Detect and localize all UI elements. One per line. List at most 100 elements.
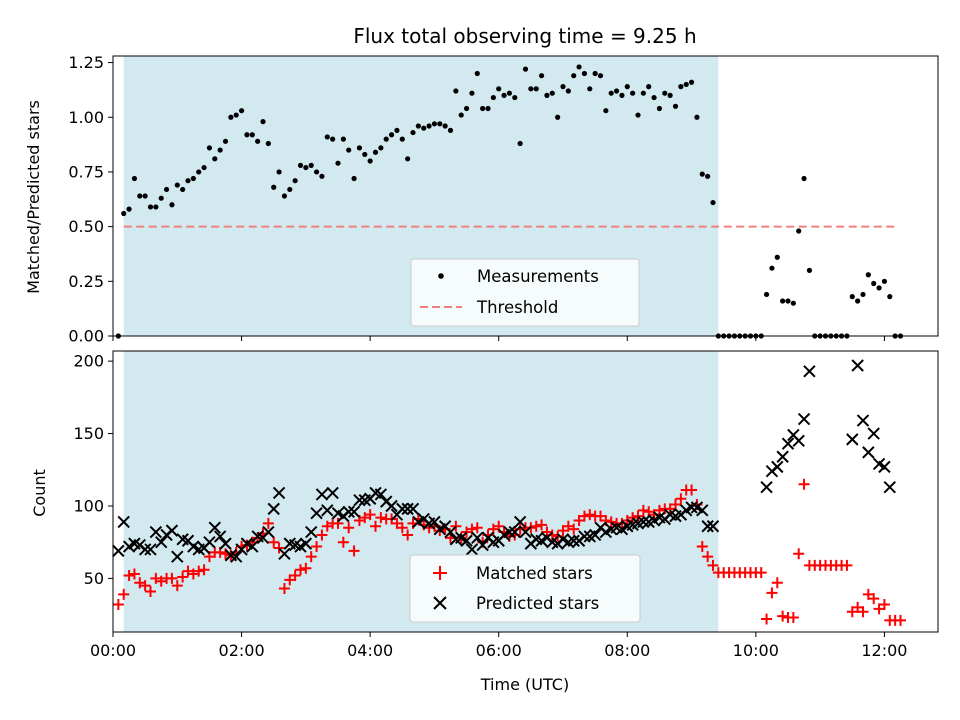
data-point bbox=[471, 522, 483, 534]
y-tick-label: 50 bbox=[84, 569, 104, 588]
data-point bbox=[402, 529, 414, 541]
data-point bbox=[139, 580, 151, 592]
data-point bbox=[289, 570, 301, 582]
data-point bbox=[117, 515, 130, 529]
data-point bbox=[401, 502, 414, 516]
y-tick-label: 100 bbox=[73, 496, 104, 515]
data-point bbox=[846, 433, 859, 446]
data-point bbox=[332, 517, 344, 529]
data-point bbox=[560, 84, 566, 90]
data-point bbox=[410, 129, 416, 136]
data-point bbox=[503, 525, 516, 539]
data-point bbox=[878, 598, 890, 610]
data-point bbox=[383, 136, 389, 142]
data-point bbox=[330, 136, 336, 142]
data-point bbox=[147, 204, 154, 210]
data-point bbox=[177, 571, 189, 583]
data-point bbox=[428, 515, 441, 529]
data-point bbox=[771, 460, 784, 474]
data-point bbox=[299, 537, 313, 550]
data-point bbox=[702, 551, 714, 563]
data-point bbox=[578, 510, 590, 522]
data-point bbox=[696, 541, 708, 553]
data-point bbox=[883, 480, 896, 494]
data-point bbox=[578, 530, 591, 543]
data-point bbox=[597, 73, 604, 79]
data-point bbox=[710, 199, 716, 206]
data-point bbox=[688, 79, 695, 85]
data-point bbox=[342, 505, 355, 518]
data-point bbox=[292, 178, 298, 184]
data-point bbox=[536, 519, 548, 531]
data-point bbox=[667, 92, 673, 98]
data-point bbox=[271, 184, 277, 190]
data-point bbox=[155, 535, 168, 549]
data-point bbox=[798, 478, 810, 490]
data-point bbox=[706, 520, 720, 533]
y-axis-label-ratio: Matched/Predicted stars bbox=[24, 100, 43, 294]
data-point bbox=[519, 525, 532, 539]
data-point bbox=[163, 186, 170, 193]
y-tick-label: 0.75 bbox=[68, 162, 104, 181]
y-tick-label: 0.00 bbox=[68, 327, 104, 346]
x-tick-label: 04:00 bbox=[347, 641, 393, 660]
legend-label-matched: Matched stars bbox=[476, 564, 593, 583]
series-predicted-stars bbox=[112, 359, 896, 563]
data-point bbox=[196, 169, 202, 175]
data-point bbox=[348, 545, 360, 557]
data-point bbox=[613, 88, 620, 94]
ratio-chart: Flux total observing time = 9.25 h 0.00 0… bbox=[24, 24, 939, 346]
data-point bbox=[142, 193, 148, 199]
data-point bbox=[180, 186, 186, 193]
x-tick-label: 10:00 bbox=[733, 641, 779, 660]
ratio-legend: Measurements Threshold bbox=[410, 258, 640, 327]
data-point bbox=[608, 90, 614, 96]
data-point bbox=[123, 570, 135, 582]
data-point bbox=[624, 84, 630, 90]
data-point bbox=[856, 414, 870, 427]
data-point bbox=[356, 145, 363, 151]
data-point bbox=[276, 169, 282, 175]
data-point bbox=[656, 105, 663, 112]
data-point bbox=[588, 528, 602, 542]
data-point bbox=[555, 114, 561, 120]
data-point bbox=[190, 175, 196, 182]
data-point bbox=[267, 502, 280, 516]
data-point bbox=[431, 121, 438, 127]
data-point bbox=[771, 577, 783, 589]
data-point bbox=[112, 544, 125, 558]
y-tick-label: 150 bbox=[73, 424, 104, 443]
data-point bbox=[480, 105, 486, 112]
y-axis-label-count: Count bbox=[30, 469, 49, 517]
data-point bbox=[530, 520, 542, 532]
data-point bbox=[587, 86, 593, 92]
data-point bbox=[683, 81, 689, 88]
data-point bbox=[444, 525, 457, 539]
data-point bbox=[860, 291, 866, 298]
data-point bbox=[576, 64, 582, 70]
data-point bbox=[895, 614, 906, 626]
data-point bbox=[517, 140, 523, 147]
chart-title: Flux total observing time = 9.25 h bbox=[353, 24, 696, 48]
data-point bbox=[121, 210, 127, 217]
data-point bbox=[513, 515, 527, 529]
data-point bbox=[268, 536, 280, 548]
y-tick-label: 1.00 bbox=[68, 108, 104, 127]
data-point bbox=[761, 613, 773, 625]
data-point bbox=[399, 136, 405, 142]
data-point bbox=[460, 534, 473, 547]
data-point bbox=[878, 460, 891, 474]
data-point bbox=[138, 543, 152, 556]
data-point bbox=[533, 86, 539, 92]
data-point bbox=[273, 542, 285, 554]
data-point bbox=[335, 160, 341, 166]
data-point bbox=[851, 359, 864, 372]
data-point bbox=[501, 92, 507, 98]
data-point bbox=[249, 132, 255, 138]
legend-marker-matched bbox=[433, 566, 447, 580]
data-point bbox=[637, 504, 649, 516]
data-point bbox=[364, 509, 376, 521]
data-point bbox=[774, 254, 780, 260]
data-point bbox=[171, 550, 184, 563]
data-point bbox=[347, 505, 361, 518]
